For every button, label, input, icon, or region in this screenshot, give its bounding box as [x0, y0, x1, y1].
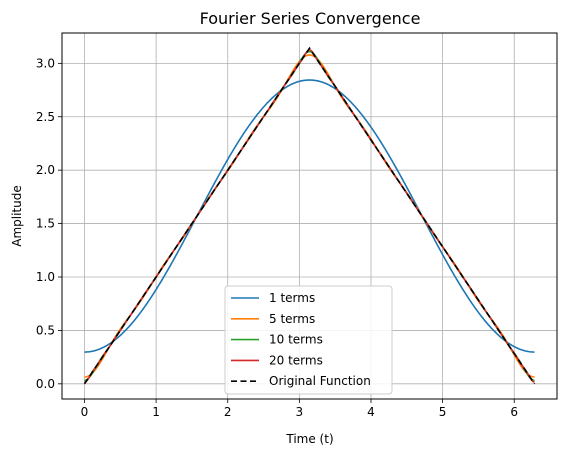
y-tick-label: 1.0	[36, 270, 55, 284]
x-tick-label: 3	[296, 405, 304, 419]
legend-label: 20 terms	[269, 353, 323, 367]
y-tick-label: 3.0	[36, 56, 55, 70]
y-tick-label: 2.0	[36, 163, 55, 177]
y-tick-label: 1.5	[36, 217, 55, 231]
y-tick-label: 2.5	[36, 110, 55, 124]
legend-label: 5 terms	[269, 312, 315, 326]
y-axis-label: Amplitude	[10, 185, 24, 247]
x-tick-label: 0	[81, 405, 89, 419]
legend-label: 10 terms	[269, 333, 323, 347]
x-tick-label: 1	[152, 405, 160, 419]
y-tick-label: 0.5	[36, 323, 55, 337]
x-tick-label: 4	[367, 405, 375, 419]
chart-title: Fourier Series Convergence	[200, 9, 421, 28]
y-tick-label: 0.0	[36, 377, 55, 391]
x-tick-label: 5	[439, 405, 447, 419]
x-axis-label: Time (t)	[285, 432, 333, 446]
legend-label: Original Function	[269, 374, 371, 388]
legend: 1 terms 5 terms 10 terms 20 terms Original F…	[225, 286, 392, 394]
x-tick-label: 2	[224, 405, 232, 419]
legend-label: 1 terms	[269, 291, 315, 305]
x-tick-label: 6	[510, 405, 518, 419]
